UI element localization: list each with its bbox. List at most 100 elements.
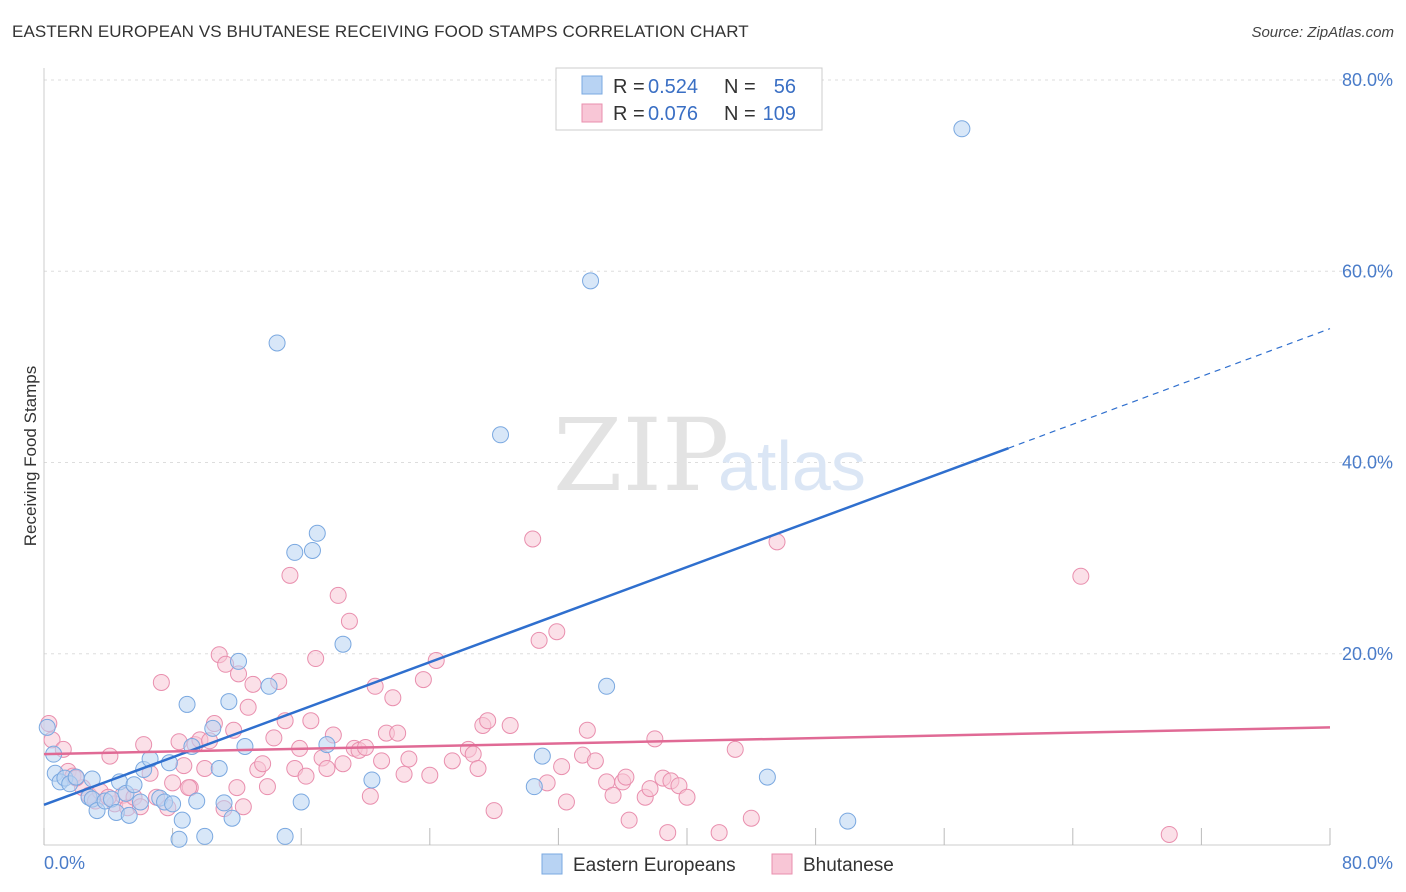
eastern-european-point	[363, 771, 381, 789]
bhutanese-point	[659, 824, 677, 842]
bhutanese-point	[281, 566, 299, 584]
bhutanese-point	[646, 730, 664, 748]
legend-n-label-1: N =	[724, 76, 756, 98]
y-axis-label: Receiving Food Stamps	[21, 366, 40, 546]
eastern-european-point	[230, 652, 248, 670]
bhutanese-point	[234, 798, 252, 816]
bhutanese-point	[742, 809, 760, 827]
eastern-european-point	[276, 827, 294, 845]
eastern-european-point	[582, 272, 600, 290]
bhutanese-point	[479, 712, 497, 730]
bhutanese-point	[175, 757, 193, 775]
bhutanese-point	[395, 765, 413, 783]
eastern-european-point	[303, 541, 321, 559]
eastern-european-point	[598, 677, 616, 695]
eastern-european-point	[286, 543, 304, 561]
eastern-european-trend-line	[43, 446, 1009, 807]
eastern-european-point	[125, 776, 143, 794]
series-legend-swatch-bhutanese	[771, 853, 793, 875]
eastern-european-point	[120, 806, 138, 824]
series-legend: Eastern Europeans Bhutanese	[541, 853, 894, 876]
legend-n-value-2: 109	[763, 103, 796, 125]
legend-r-value-2: 0.076	[648, 103, 698, 125]
bhutanese-point	[710, 824, 728, 842]
legend-n-value-1: 56	[774, 76, 796, 98]
series-legend-swatch-eastern-europeans	[541, 853, 563, 875]
eastern-european-point	[318, 736, 336, 754]
bhutanese-point	[400, 750, 418, 768]
bhutanese-point	[318, 760, 336, 777]
bhutanese-point	[297, 767, 315, 785]
eastern-european-point	[533, 747, 551, 765]
bhutanese-point	[726, 740, 744, 758]
grid-lines	[44, 79, 1392, 655]
bhutanese-point	[1160, 825, 1178, 843]
eastern-european-point	[170, 830, 188, 848]
bhutanese-point	[334, 755, 352, 773]
bhutanese-point	[530, 631, 548, 649]
eastern-european-point	[188, 792, 206, 810]
bhutanese-point	[265, 729, 283, 747]
bhutanese-point	[421, 766, 439, 784]
eastern-european-point	[223, 809, 241, 827]
bhutanese-point	[524, 530, 542, 548]
eastern-european-point	[67, 768, 85, 786]
y-tick-label: 80.0%	[1342, 70, 1393, 90]
bhutanese-point	[553, 758, 571, 776]
legend-swatch-blue	[581, 75, 603, 95]
eastern-european-point	[131, 793, 149, 811]
eastern-european-trend-extension	[1008, 328, 1331, 449]
correlation-legend: R = 0.524 N = 56 R = 0.076 N = 109	[555, 67, 823, 131]
bhutanese-point	[604, 786, 622, 804]
bhutanese-point	[389, 724, 407, 742]
bhutanese-point	[307, 650, 325, 668]
legend-n-label-2: N =	[724, 103, 756, 125]
eastern-european-point	[334, 635, 352, 653]
eastern-european-point	[173, 811, 191, 829]
bhutanese-point	[617, 768, 635, 786]
bhutanese-point	[384, 689, 402, 707]
eastern-european-point	[236, 738, 254, 756]
bhutanese-point	[620, 811, 638, 829]
y-tick-label: 60.0%	[1342, 261, 1393, 281]
bhutanese-point	[373, 752, 391, 770]
eastern-european-point	[525, 778, 543, 796]
bhutanese-point	[164, 774, 182, 792]
eastern-european-point	[164, 795, 182, 813]
eastern-european-point	[220, 693, 238, 711]
bhutanese-point	[557, 793, 575, 811]
eastern-european-point	[268, 334, 286, 352]
eastern-european-point	[308, 524, 326, 542]
bhutanese-point	[443, 752, 461, 770]
legend-r-label-1: R =	[613, 76, 645, 98]
bhutanese-point	[239, 698, 257, 716]
x-tick-label-min: 0.0%	[44, 853, 85, 873]
eastern-european-points	[38, 120, 971, 848]
bhutanese-point	[228, 779, 246, 797]
eastern-european-point	[210, 760, 228, 777]
eastern-european-point	[178, 695, 196, 713]
bhutanese-point	[1072, 567, 1090, 585]
bhutanese-point	[180, 779, 198, 797]
bhutanese-point	[485, 802, 503, 820]
eastern-european-point	[38, 718, 56, 736]
bhutanese-point	[152, 673, 170, 691]
eastern-european-point	[292, 793, 310, 811]
y-tick-label: 20.0%	[1342, 644, 1393, 664]
series-legend-label-bhutanese: Bhutanese	[803, 855, 894, 876]
bhutanese-point	[469, 760, 487, 777]
eastern-european-point	[204, 719, 222, 737]
bhutanese-point	[329, 586, 347, 604]
bhutanese-trend-line	[43, 726, 1331, 756]
source-credit: Source: ZipAtlas.com	[1251, 24, 1394, 41]
bhutanese-point	[244, 675, 262, 693]
bhutanese-point	[641, 780, 659, 798]
trend-lines	[43, 328, 1331, 807]
bhutanese-point	[586, 752, 604, 770]
bhutanese-point	[678, 788, 696, 806]
bhutanese-point	[340, 612, 358, 630]
x-tick-label-max: 80.0%	[1342, 853, 1393, 873]
bhutanese-point	[254, 755, 272, 773]
bhutanese-points	[40, 530, 1178, 843]
